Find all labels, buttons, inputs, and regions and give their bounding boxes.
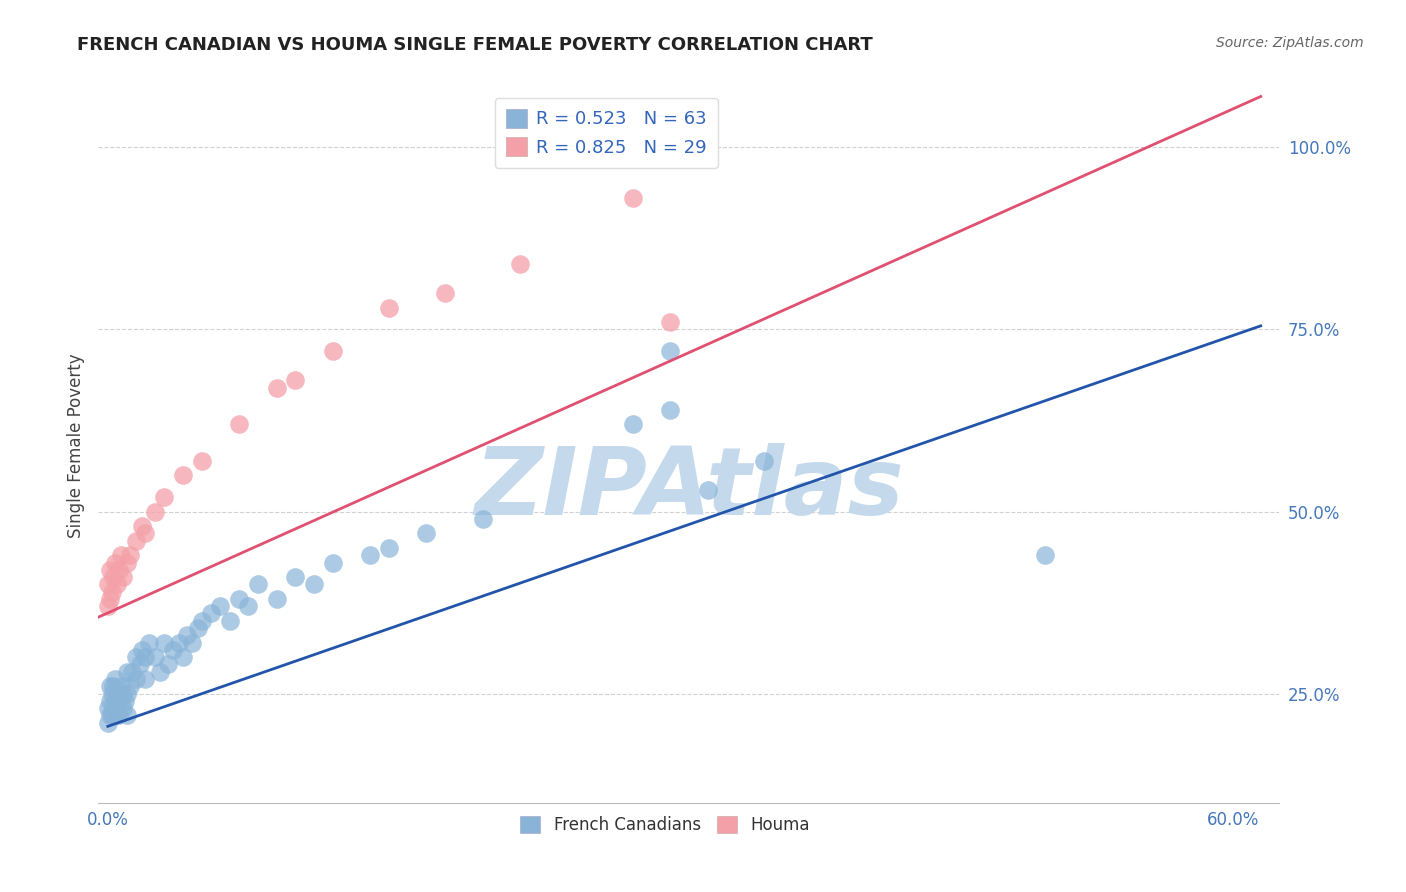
Legend: French Canadians, Houma: French Canadians, Houma [513, 809, 817, 841]
Point [103, 701, 125, 715]
Point [100, 708, 122, 723]
Point [200, 607, 222, 621]
Point [218, 614, 240, 628]
Point [471, 512, 494, 526]
Text: ZIPAtlas: ZIPAtlas [474, 442, 904, 535]
Point [322, 344, 344, 359]
Point [228, 591, 250, 606]
Point [266, 381, 288, 395]
Point [98, 563, 121, 577]
Point [111, 570, 134, 584]
Point [172, 650, 194, 665]
Point [143, 504, 166, 518]
Point [190, 453, 212, 467]
Point [659, 344, 682, 359]
Point [238, 599, 260, 614]
Point [153, 635, 176, 649]
Point [1033, 548, 1056, 562]
Point [621, 191, 644, 205]
Y-axis label: Single Female Poverty: Single Female Poverty [66, 354, 84, 538]
Point [131, 643, 153, 657]
Point [138, 635, 160, 649]
Point [125, 533, 148, 548]
Point [108, 694, 131, 708]
Point [121, 665, 143, 679]
Point [97, 599, 120, 614]
Point [114, 694, 136, 708]
Point [104, 672, 127, 686]
Point [104, 708, 127, 723]
Point [172, 468, 194, 483]
Point [246, 577, 269, 591]
Point [105, 701, 128, 715]
Point [434, 286, 457, 301]
Point [266, 591, 288, 606]
Point [115, 665, 138, 679]
Point [108, 708, 131, 723]
Point [103, 570, 125, 584]
Point [120, 548, 142, 562]
Point [322, 556, 344, 570]
Point [156, 657, 179, 672]
Point [153, 490, 176, 504]
Point [104, 556, 127, 570]
Point [111, 687, 134, 701]
Point [659, 402, 682, 417]
Point [176, 628, 198, 642]
Point [187, 621, 209, 635]
Point [98, 708, 121, 723]
Point [110, 548, 132, 562]
Text: Source: ZipAtlas.com: Source: ZipAtlas.com [1216, 36, 1364, 50]
Point [378, 541, 401, 555]
Point [696, 483, 718, 497]
Point [162, 643, 184, 657]
Point [120, 679, 142, 693]
Point [131, 519, 153, 533]
Point [209, 599, 232, 614]
Point [98, 679, 121, 693]
Point [149, 665, 172, 679]
Point [167, 635, 190, 649]
Point [105, 577, 128, 591]
Point [302, 577, 325, 591]
Point [284, 374, 307, 388]
Point [181, 635, 204, 649]
Point [190, 614, 212, 628]
Point [111, 701, 134, 715]
Point [97, 577, 120, 591]
Text: FRENCH CANADIAN VS HOUMA SINGLE FEMALE POVERTY CORRELATION CHART: FRENCH CANADIAN VS HOUMA SINGLE FEMALE P… [77, 36, 873, 54]
Point [115, 708, 138, 723]
Point [108, 563, 131, 577]
Point [228, 417, 250, 432]
Point [103, 679, 125, 693]
Point [115, 687, 138, 701]
Point [378, 301, 401, 315]
Point [284, 570, 307, 584]
Point [415, 526, 437, 541]
Point [134, 672, 156, 686]
Point [509, 257, 531, 271]
Point [115, 556, 138, 570]
Point [104, 694, 127, 708]
Point [98, 694, 121, 708]
Point [752, 453, 775, 467]
Point [97, 701, 120, 715]
Point [100, 584, 122, 599]
Point [105, 687, 128, 701]
Point [134, 650, 156, 665]
Point [98, 591, 121, 606]
Point [659, 315, 682, 329]
Point [134, 526, 156, 541]
Point [359, 548, 381, 562]
Point [125, 650, 148, 665]
Point [125, 672, 148, 686]
Point [143, 650, 166, 665]
Point [100, 687, 122, 701]
Point [110, 679, 132, 693]
Point [128, 657, 150, 672]
Point [621, 417, 644, 432]
Point [97, 715, 120, 730]
